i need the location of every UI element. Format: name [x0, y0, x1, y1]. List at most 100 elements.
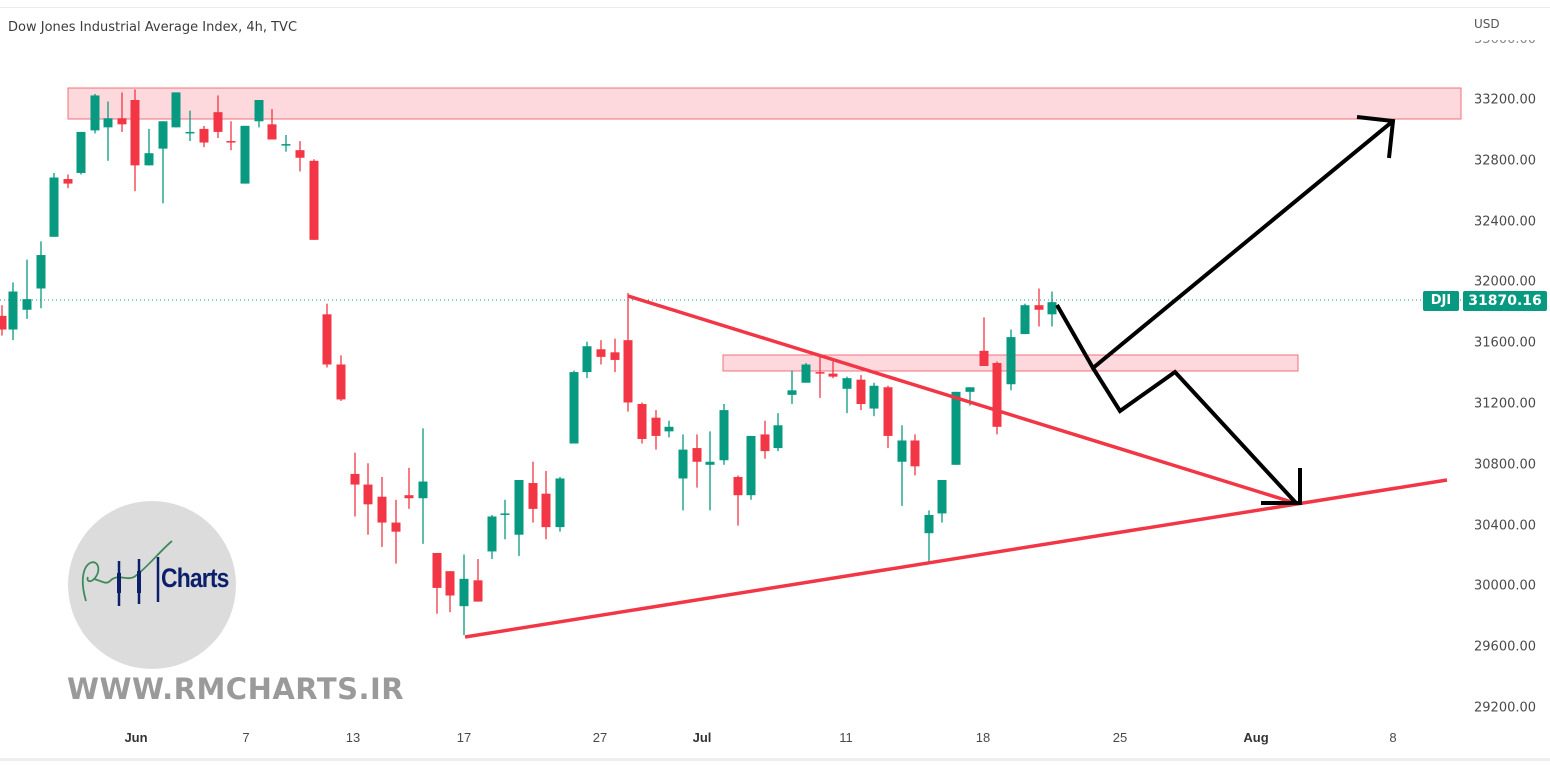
resistance-zone[interactable] — [67, 87, 1462, 120]
candle[interactable] — [951, 391, 961, 465]
candle[interactable] — [610, 338, 620, 373]
candle[interactable] — [391, 499, 401, 564]
price-tick: 31200.00 — [1474, 396, 1537, 412]
candle[interactable] — [267, 109, 277, 140]
candle[interactable] — [377, 476, 387, 547]
candle[interactable] — [869, 382, 879, 417]
candle[interactable] — [733, 475, 743, 526]
top-strip — [0, 0, 1550, 8]
candle[interactable] — [514, 480, 524, 556]
watermark-brand: Charts — [161, 563, 229, 593]
candle[interactable] — [130, 89, 140, 192]
candle[interactable] — [295, 141, 305, 172]
candle[interactable] — [746, 435, 756, 500]
candle[interactable] — [185, 110, 195, 142]
candle[interactable] — [199, 125, 209, 148]
candle[interactable] — [322, 303, 332, 368]
candle[interactable] — [1047, 291, 1057, 327]
price-tick: 32000.00 — [1474, 274, 1537, 290]
ascending-trendline[interactable] — [464, 478, 1448, 639]
candle[interactable] — [815, 355, 825, 398]
candle[interactable] — [678, 434, 688, 511]
candle[interactable] — [103, 101, 113, 161]
candle[interactable] — [569, 370, 579, 444]
candle[interactable] — [49, 172, 59, 237]
candle[interactable] — [171, 92, 181, 128]
candle[interactable] — [309, 159, 319, 240]
price-tick: 32400.00 — [1474, 214, 1537, 230]
candle[interactable] — [90, 93, 100, 134]
candle[interactable] — [240, 125, 250, 184]
candle[interactable] — [664, 420, 674, 438]
candle[interactable] — [500, 499, 510, 540]
candle[interactable] — [842, 376, 852, 414]
price-tick: 30800.00 — [1474, 457, 1537, 473]
candle[interactable] — [692, 434, 702, 488]
price-tick: 31600.00 — [1474, 335, 1537, 351]
candle[interactable] — [8, 282, 18, 341]
chart-title: Dow Jones Industrial Average Index, 4h, … — [8, 20, 298, 35]
candle[interactable] — [76, 131, 86, 175]
descending-trendline[interactable] — [627, 294, 1296, 505]
candle[interactable] — [760, 420, 770, 459]
candle[interactable] — [281, 134, 291, 152]
chart-plot-area[interactable] — [0, 0, 1462, 720]
candle[interactable] — [226, 121, 236, 151]
candle[interactable] — [213, 95, 223, 138]
time-tick: Jul — [692, 730, 712, 745]
bearish-projection-arrow[interactable] — [1091, 366, 1298, 505]
candle[interactable] — [637, 402, 647, 444]
time-axis[interactable]: Jun 7 13 17 27 Jul 11 18 25 Aug 8 — [0, 720, 1550, 761]
candle[interactable] — [897, 425, 907, 506]
time-tick: 27 — [592, 730, 608, 745]
candle[interactable] — [801, 362, 811, 383]
candle[interactable] — [254, 100, 264, 128]
candle[interactable] — [555, 476, 565, 532]
candle[interactable] — [22, 259, 32, 319]
candle[interactable] — [117, 92, 127, 132]
candle[interactable] — [1020, 303, 1030, 335]
candle[interactable] — [63, 174, 73, 189]
candle[interactable] — [418, 428, 428, 544]
candle[interactable] — [1034, 288, 1044, 327]
candle[interactable] — [596, 340, 606, 365]
candle[interactable] — [979, 317, 989, 366]
candle[interactable] — [404, 467, 414, 509]
candle[interactable] — [541, 470, 551, 540]
bullish-projection-arrow[interactable] — [1055, 119, 1395, 372]
candle[interactable] — [883, 385, 893, 449]
candle[interactable] — [924, 510, 934, 564]
candle[interactable] — [828, 361, 838, 379]
candle[interactable] — [445, 571, 455, 613]
time-tick: 11 — [839, 730, 853, 745]
candle[interactable] — [36, 241, 46, 309]
candle[interactable] — [787, 370, 797, 404]
candle[interactable] — [459, 554, 469, 636]
time-tick: 8 — [1389, 730, 1397, 745]
candle[interactable] — [487, 514, 497, 560]
candle[interactable] — [350, 452, 360, 517]
time-tick: 17 — [456, 730, 472, 745]
candle[interactable] — [473, 559, 483, 602]
candle[interactable] — [856, 375, 866, 411]
candle[interactable] — [992, 361, 1002, 435]
candle[interactable] — [773, 413, 783, 452]
candle[interactable] — [336, 355, 346, 401]
candle[interactable] — [719, 404, 729, 465]
candle[interactable] — [1006, 329, 1016, 391]
price-tick: 33200.00 — [1474, 92, 1537, 108]
candle[interactable] — [0, 305, 7, 336]
candle[interactable] — [144, 128, 154, 166]
candle[interactable] — [582, 341, 592, 379]
candle[interactable] — [623, 293, 633, 412]
candle[interactable] — [158, 121, 168, 204]
price-tick: 32800.00 — [1474, 153, 1537, 169]
candle[interactable] — [910, 434, 920, 476]
candle[interactable] — [363, 463, 373, 535]
candle[interactable] — [651, 410, 661, 450]
candle[interactable] — [432, 552, 442, 614]
candle[interactable] — [937, 480, 947, 523]
price-axis[interactable]: 33600.00 33200.00 32800.00 32400.00 32000.0… — [1462, 0, 1550, 720]
candle[interactable] — [705, 431, 715, 511]
candle[interactable] — [528, 461, 538, 523]
